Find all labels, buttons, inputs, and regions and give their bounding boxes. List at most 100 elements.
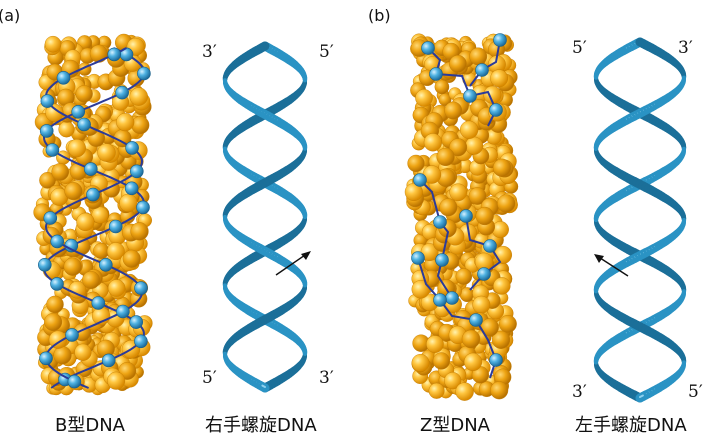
atom-sphere [470,48,487,65]
phosphate-sphere [87,188,100,201]
phosphate-sphere [68,375,81,388]
phosphate-sphere [116,305,129,318]
atom-sphere [464,353,482,371]
b-dna-space-filling-model [34,34,153,395]
panel-b-label: (b) [368,6,391,25]
atom-sphere [433,353,450,370]
atom-sphere [119,194,137,212]
phosphate-sphere [126,141,139,154]
atom-sphere [490,382,508,400]
atom-sphere [429,383,445,399]
phosphate-sphere [130,165,143,178]
atom-sphere [462,330,480,348]
atom-sphere [130,88,148,106]
ribbon-b-bottom-right-end: 5′ [688,382,703,402]
atom-sphere [108,280,125,297]
atom-sphere [54,346,72,364]
ribbon-a-top-left-end: 3′ [202,42,217,62]
phosphate-sphere [412,252,425,265]
phosphate-sphere [84,163,97,176]
atom-sphere [90,45,108,63]
atom-sphere [437,148,455,166]
atom-sphere [456,268,472,284]
phosphate-sphere [484,240,497,253]
atom-sphere [52,163,69,180]
atom-sphere [77,213,95,231]
atom-sphere [460,121,478,139]
ribbon-highlight [262,386,265,387]
atom-sphere [64,258,82,276]
atom-sphere [412,354,429,371]
atom-sphere [59,121,75,137]
phosphate-sphere [109,220,122,233]
atom-sphere [98,144,116,162]
right-hand-arrowhead [301,251,311,260]
atom-sphere [424,133,442,151]
atom-sphere [131,222,149,240]
phosphate-sphere [99,258,112,271]
phosphate-sphere [92,297,105,310]
atom-sphere [493,277,510,294]
phosphate-sphere [494,34,507,47]
ribbon-a-top-right-end: 5′ [319,42,334,62]
atom-sphere [116,113,134,131]
left-handed-helix-ribbon [596,41,684,398]
atom-sphere [107,372,125,390]
atom-sphere [499,315,516,332]
atom-sphere [45,36,61,52]
phosphate-sphere [478,268,491,281]
atom-sphere [76,85,93,102]
z-dna-caption: Z型DNA [420,411,490,437]
ribbon-b-top-left-end: 5′ [572,38,587,58]
atom-sphere [465,137,483,155]
atom-sphere [44,313,62,331]
atom-sphere [440,199,458,217]
atom-sphere [492,221,509,238]
atom-sphere [408,155,425,172]
atom-sphere [445,102,462,119]
z-dna-space-filling-model [405,34,518,401]
atom-sphere [497,195,515,213]
atom-sphere [450,184,467,201]
phosphate-sphere [57,71,70,84]
atom-sphere [412,280,430,298]
atom-sphere [473,296,490,313]
atom-sphere [435,80,449,94]
right-handed-helix-ribbon [225,45,305,388]
phosphate-sphere [436,254,449,267]
atom-sphere [476,207,494,225]
phosphate-sphere [51,235,64,248]
ribbon-a-bottom-left-end: 5′ [202,368,217,388]
phosphate-sphere [102,354,115,367]
atom-sphere [65,182,83,200]
atom-sphere [93,243,109,259]
phosphate-sphere [66,328,79,341]
phosphate-sphere [434,294,447,307]
left-handed-helix-caption: 左手螺旋DNA [575,411,687,437]
atom-sphere [82,271,100,289]
atom-sphere [494,246,512,264]
phosphate-sphere [44,212,57,225]
atom-sphere [415,89,432,106]
right-handed-helix-caption: 右手螺旋DNA [205,411,317,437]
ribbon-highlight [640,396,643,398]
phosphate-sphere [422,42,435,55]
ribbon-b-top-right-end: 3′ [678,38,693,58]
phosphate-sphere [135,282,148,295]
phosphate-sphere [490,104,503,117]
atom-sphere [68,139,86,157]
phosphate-sphere [137,201,150,214]
atom-sphere [426,336,443,353]
phosphate-sphere [134,335,147,348]
phosphate-sphere [116,86,129,99]
ribbon-b-bottom-left-end: 3′ [572,382,587,402]
phosphate-sphere [137,67,150,80]
phosphate-sphere [41,95,54,108]
atom-sphere [47,296,64,313]
phosphate-sphere [490,354,503,367]
phosphate-sphere [108,48,121,61]
left-hand-arrowhead [594,254,604,263]
b-dna-caption: B型DNA [55,411,125,437]
phosphate-sphere [51,277,64,290]
